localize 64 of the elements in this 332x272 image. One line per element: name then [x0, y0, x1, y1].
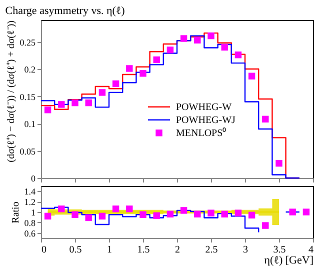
x-tick-label: 0.5 [69, 244, 82, 256]
point [72, 211, 78, 218]
point [44, 212, 52, 220]
x-tick-label: 3.5 [273, 244, 286, 256]
x-tick-label: 2 [175, 244, 180, 256]
point [276, 160, 282, 167]
y-tick-label: 0 [31, 174, 36, 184]
x-tick-label: 1 [107, 244, 112, 256]
x-axis-title: η(ℓ) [GeV] [264, 254, 314, 266]
point [112, 206, 120, 212]
point [166, 46, 174, 54]
point [208, 210, 214, 216]
point [248, 72, 256, 80]
point [98, 212, 106, 220]
y-tick-label: 0.1 [24, 119, 36, 130]
chart-title: Charge asymmetry vs. η(ℓ) [5, 5, 126, 17]
point [85, 214, 92, 222]
point [166, 210, 174, 218]
point [248, 212, 256, 218]
y-tick-label: 0.6 [24, 228, 36, 238]
point [85, 99, 92, 106]
y-axis-title: (dσ(ℓ⁺) − dσ(ℓ⁻)) / (dσ(ℓ⁺) + dσ(ℓ⁻)) [6, 20, 17, 162]
point [194, 210, 201, 218]
point [153, 56, 160, 64]
point [140, 211, 146, 218]
point [208, 32, 214, 40]
point [262, 222, 269, 229]
point [98, 89, 106, 96]
x-tick-label: 4 [308, 244, 314, 256]
point [180, 35, 188, 42]
point [289, 208, 296, 216]
point [58, 206, 65, 212]
y-tick-label: 0.25 [20, 37, 36, 48]
y-tick-label: 0.2 [24, 64, 36, 75]
point [234, 210, 242, 216]
x-tick-label: 3 [243, 244, 248, 256]
point [194, 36, 201, 44]
point [126, 65, 133, 72]
point [262, 116, 269, 123]
y-tick-label: 0.15 [20, 92, 36, 102]
y-tick-label: 0.8 [24, 218, 36, 228]
point [221, 210, 228, 218]
legend-label: POWHEG-W [176, 102, 232, 113]
x-tick-label: 2.5 [205, 244, 218, 256]
y-tick-label: 0.05 [20, 146, 36, 156]
point [221, 44, 228, 51]
x-tick-label: 0 [42, 244, 46, 256]
point [58, 101, 65, 108]
legend-label: MENLOPS⁰ [176, 126, 227, 139]
point [234, 52, 242, 58]
point [72, 99, 78, 106]
x-tick-label: 1.5 [137, 244, 150, 256]
point [153, 212, 160, 219]
point [302, 208, 310, 216]
y-axis-title: Ratio [10, 202, 22, 224]
legend-label: POWHEG-WJ [176, 114, 236, 126]
y-tick-label: 1.2 [24, 197, 36, 208]
point [44, 106, 52, 114]
point [140, 70, 146, 77]
point [180, 207, 188, 214]
y-tick-label: 1 [31, 208, 36, 218]
y-tick-label: 1.4 [24, 186, 36, 197]
point [126, 206, 133, 212]
point [112, 80, 120, 88]
